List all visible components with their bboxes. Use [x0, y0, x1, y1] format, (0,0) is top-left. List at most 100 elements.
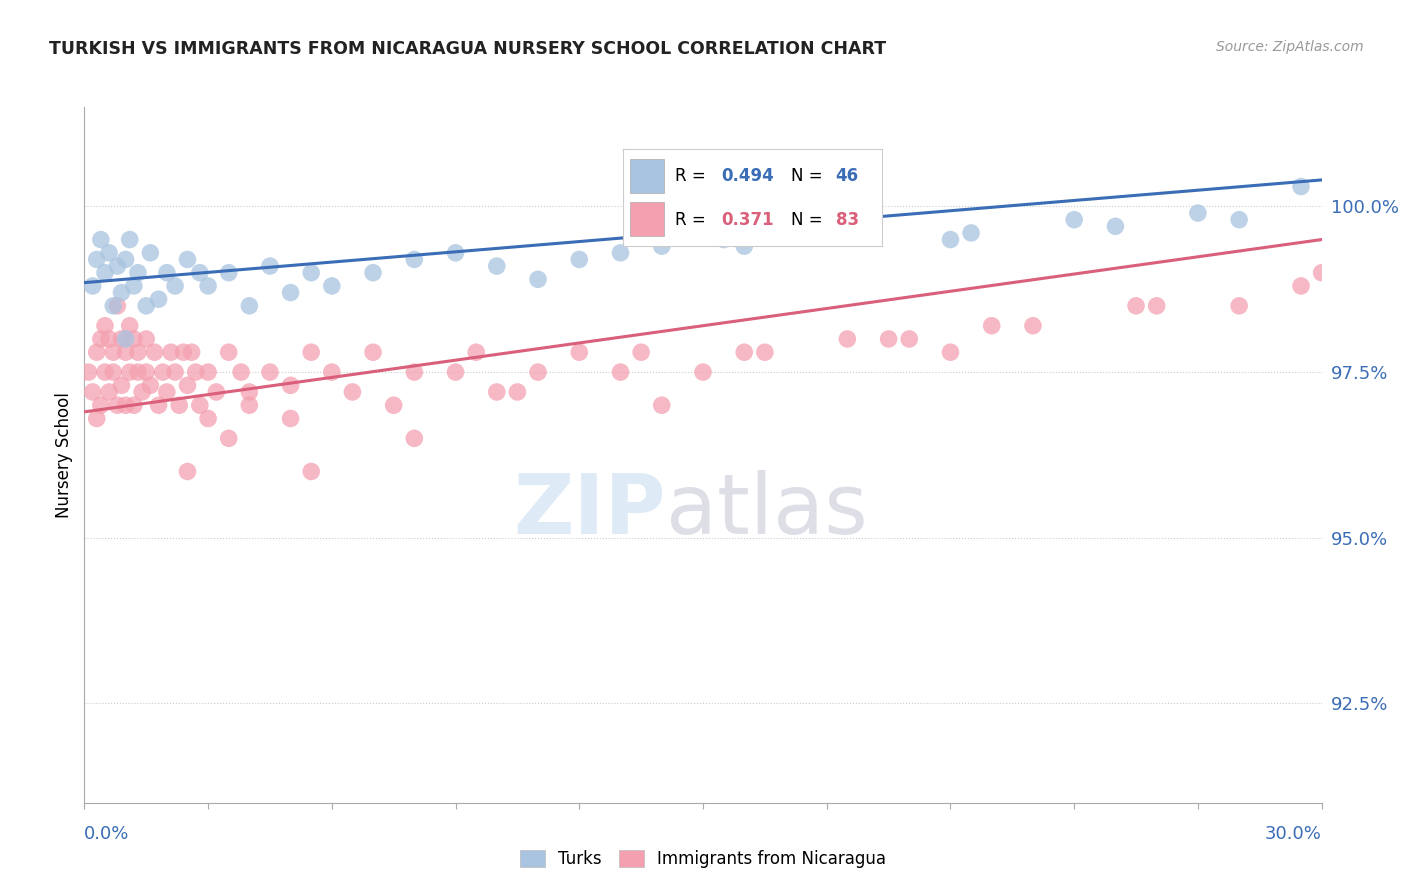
Point — [404, 365, 426, 379]
Point — [259, 259, 281, 273]
Point — [90, 332, 112, 346]
Legend: Turks, Immigrants from Nicaragua: Turks, Immigrants from Nicaragua — [513, 843, 893, 875]
Point — [1227, 299, 1250, 313]
Point — [754, 345, 776, 359]
Point — [321, 365, 343, 379]
Point — [127, 365, 149, 379]
Point — [444, 365, 467, 379]
Point — [713, 233, 735, 247]
Point — [176, 465, 198, 479]
Point — [444, 245, 467, 260]
Point — [103, 345, 125, 359]
Text: 0.0%: 0.0% — [84, 825, 129, 843]
Point — [103, 365, 125, 379]
Point — [404, 252, 426, 267]
Point — [361, 266, 384, 280]
Point — [485, 384, 508, 399]
Point — [90, 398, 112, 412]
Point — [165, 365, 187, 379]
Point — [94, 365, 117, 379]
Point — [197, 279, 219, 293]
Point — [856, 219, 879, 234]
Point — [382, 398, 405, 412]
Point — [527, 272, 550, 286]
Point — [98, 332, 121, 346]
Text: atlas: atlas — [666, 470, 868, 551]
Point — [299, 266, 322, 280]
Point — [114, 332, 136, 346]
Point — [651, 239, 673, 253]
Point — [127, 266, 149, 280]
Point — [1187, 206, 1209, 220]
Point — [188, 266, 211, 280]
Point — [114, 252, 136, 267]
Point — [160, 345, 183, 359]
Point — [82, 384, 104, 399]
Point — [404, 431, 426, 445]
Point — [114, 398, 136, 412]
Text: 30.0%: 30.0% — [1265, 825, 1322, 843]
Point — [139, 245, 162, 260]
Point — [118, 318, 141, 333]
Point — [143, 345, 166, 359]
Point — [86, 345, 108, 359]
Point — [98, 384, 121, 399]
Point — [156, 384, 179, 399]
Point — [609, 245, 631, 260]
Point — [1310, 266, 1333, 280]
Text: Source: ZipAtlas.com: Source: ZipAtlas.com — [1216, 40, 1364, 54]
Point — [877, 332, 900, 346]
Point — [280, 411, 302, 425]
Point — [82, 279, 104, 293]
Point — [733, 239, 755, 253]
Point — [86, 252, 108, 267]
Point — [184, 365, 207, 379]
Point — [105, 259, 128, 273]
Point — [148, 398, 170, 412]
Text: ZIP: ZIP — [513, 470, 666, 551]
Point — [361, 345, 384, 359]
Point — [205, 384, 228, 399]
Point — [176, 378, 198, 392]
Point — [197, 411, 219, 425]
Point — [485, 259, 508, 273]
Point — [110, 378, 132, 392]
Point — [609, 365, 631, 379]
Point — [122, 279, 145, 293]
Point — [342, 384, 364, 399]
Point — [568, 252, 591, 267]
Point — [238, 299, 260, 313]
Point — [135, 332, 157, 346]
Point — [280, 378, 302, 392]
Text: TURKISH VS IMMIGRANTS FROM NICARAGUA NURSERY SCHOOL CORRELATION CHART: TURKISH VS IMMIGRANTS FROM NICARAGUA NUR… — [49, 40, 886, 58]
Point — [218, 266, 240, 280]
Point — [898, 332, 921, 346]
Point — [1227, 212, 1250, 227]
Point — [238, 384, 260, 399]
Point — [94, 266, 117, 280]
Point — [568, 345, 591, 359]
Point — [86, 411, 108, 425]
Point — [692, 365, 714, 379]
Point — [118, 233, 141, 247]
Point — [299, 345, 322, 359]
Point — [94, 318, 117, 333]
Point — [197, 365, 219, 379]
Point — [148, 292, 170, 306]
Point — [110, 285, 132, 300]
Point — [77, 365, 100, 379]
Point — [131, 384, 153, 399]
Point — [1125, 299, 1147, 313]
Point — [837, 332, 859, 346]
Y-axis label: Nursery School: Nursery School — [55, 392, 73, 518]
Point — [218, 345, 240, 359]
Point — [960, 226, 983, 240]
Point — [939, 233, 962, 247]
Point — [118, 365, 141, 379]
Point — [218, 431, 240, 445]
Point — [939, 345, 962, 359]
Point — [238, 398, 260, 412]
Point — [630, 345, 652, 359]
Point — [980, 318, 1002, 333]
Point — [733, 345, 755, 359]
